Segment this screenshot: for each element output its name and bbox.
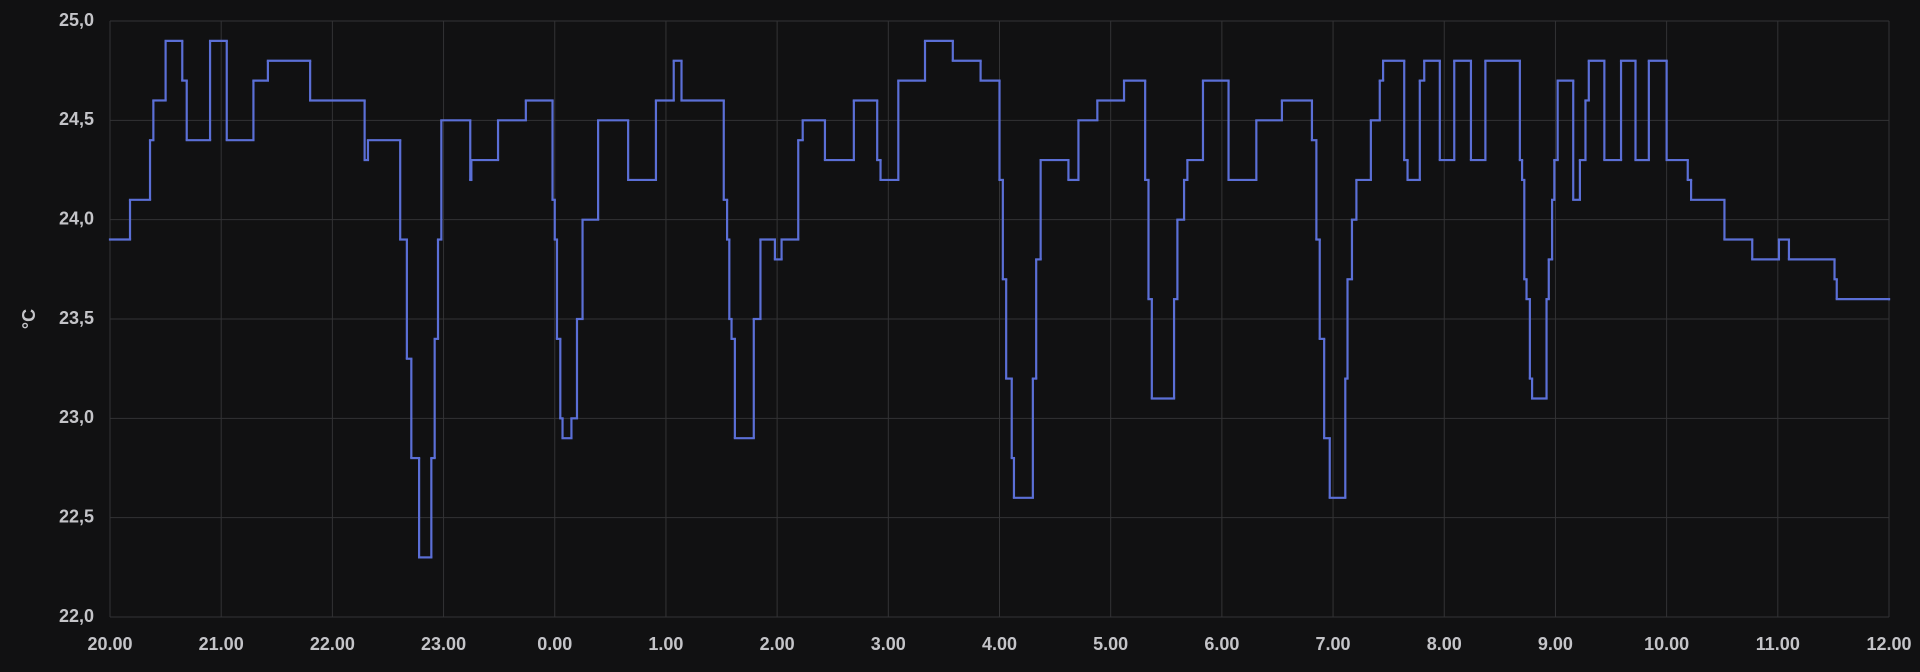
y-tick-label: 24,0 <box>59 208 94 228</box>
x-tick-label: 7.00 <box>1316 634 1351 654</box>
x-tick-label: 23.00 <box>421 634 466 654</box>
x-tick-label: 11.00 <box>1756 634 1800 654</box>
y-tick-label: 23,5 <box>59 308 94 328</box>
x-tick-label: 12.00 <box>1866 634 1911 654</box>
x-tick-label: 10.00 <box>1644 634 1689 654</box>
x-tick-label: 3.00 <box>871 634 906 654</box>
y-axis-label: °C <box>19 309 39 329</box>
x-tick-label: 20.00 <box>87 634 132 654</box>
series <box>108 39 1891 559</box>
x-tick-label: 0.00 <box>537 634 572 654</box>
x-tick-label: 2.00 <box>760 634 795 654</box>
x-tick-label: 8.00 <box>1427 634 1462 654</box>
y-tick-label: 25,0 <box>59 10 94 30</box>
x-tick-label: 9.00 <box>1538 634 1573 654</box>
y-tick-label: 22,5 <box>59 506 94 526</box>
x-tick-label: 21.00 <box>199 634 244 654</box>
x-tick-label: 6.00 <box>1204 634 1239 654</box>
y-tick-label: 22,0 <box>59 606 94 626</box>
y-tick-label: 23,0 <box>59 407 94 427</box>
x-tick-label: 22.00 <box>310 634 355 654</box>
x-tick-label: 1.00 <box>648 634 683 654</box>
x-tick-label: 4.00 <box>982 634 1017 654</box>
y-tick-label: 24,5 <box>59 109 94 129</box>
x-tick-label: 5.00 <box>1093 634 1128 654</box>
